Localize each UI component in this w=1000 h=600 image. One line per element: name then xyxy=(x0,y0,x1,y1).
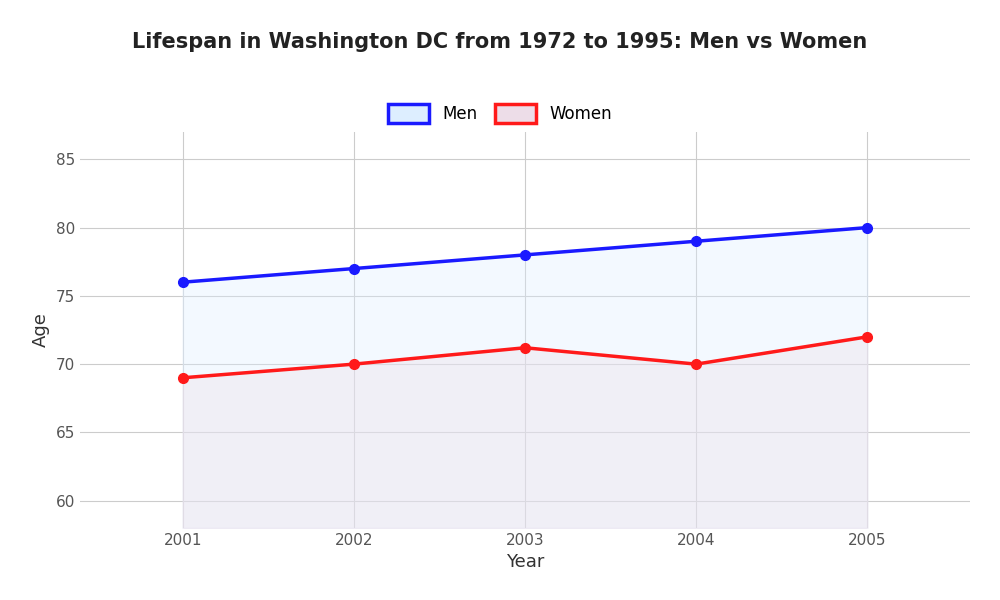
Legend: Men, Women: Men, Women xyxy=(379,95,621,131)
Y-axis label: Age: Age xyxy=(32,313,50,347)
Text: Lifespan in Washington DC from 1972 to 1995: Men vs Women: Lifespan in Washington DC from 1972 to 1… xyxy=(132,32,868,52)
X-axis label: Year: Year xyxy=(506,553,544,571)
